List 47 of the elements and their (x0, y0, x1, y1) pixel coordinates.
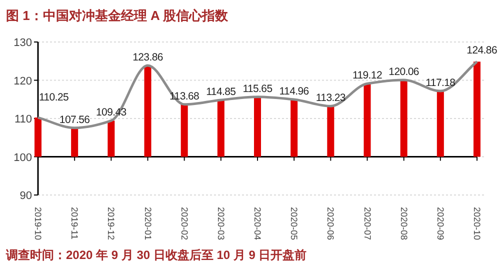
x-tick-label: 2020-10 (472, 207, 482, 240)
data-label: 113.23 (316, 92, 346, 104)
bar (436, 91, 444, 157)
y-tick-label: 120 (14, 75, 32, 88)
bar (400, 80, 408, 157)
bar (290, 100, 298, 157)
data-label: 119.12 (352, 70, 382, 82)
data-label: 107.56 (59, 114, 90, 126)
x-tick-label: 2019-11 (70, 207, 80, 240)
x-tick-label: 2020-01 (142, 207, 153, 240)
y-tick-label: 90 (20, 190, 32, 202)
x-tick-label: 2020-05 (289, 207, 300, 240)
bar (327, 106, 334, 157)
x-tick-label: 2019-10 (33, 207, 43, 240)
bar (217, 100, 224, 157)
x-tick-label: 2020-07 (362, 207, 372, 240)
data-label: 110.25 (39, 92, 69, 104)
x-tick-label: 2020-02 (179, 207, 190, 240)
data-label: 117.18 (426, 77, 456, 90)
bar (34, 118, 42, 157)
text: 调查时间：2020 年 9 月 30 日收盘后至 10 月 9 日开盘前 (5, 248, 307, 262)
line-series (36, 60, 478, 130)
data-label: 115.65 (242, 82, 273, 95)
x-tick-label: 2020-06 (326, 207, 336, 240)
x-tick-label: 2019-12 (106, 207, 116, 240)
data-label: 120.06 (388, 66, 420, 78)
data-label: 113.68 (170, 90, 200, 102)
bar (474, 62, 480, 157)
bar (108, 120, 115, 157)
data-label: 109.43 (96, 106, 127, 119)
bar (364, 84, 371, 157)
bar (180, 104, 188, 157)
x-tick-label: 2020-09 (435, 207, 446, 240)
x-tick-label: 2020-08 (398, 207, 409, 240)
data-label: 114.96 (279, 86, 310, 98)
bar (71, 128, 78, 157)
x-tick-label: 2020-03 (216, 207, 226, 240)
y-tick-label: 110 (14, 114, 32, 126)
data-label: 114.85 (206, 86, 236, 98)
data-label: 124.86 (466, 44, 498, 57)
y-tick-label: 100 (14, 152, 32, 164)
data-label: 123.86 (132, 51, 164, 64)
y-tick-label: 130 (14, 37, 32, 49)
bar (254, 96, 261, 157)
x-tick-label: 2020-04 (252, 207, 262, 240)
chart-title: 图 1：中国对冲基金经理 A 股信心指数 (6, 8, 229, 23)
bar (144, 65, 152, 157)
